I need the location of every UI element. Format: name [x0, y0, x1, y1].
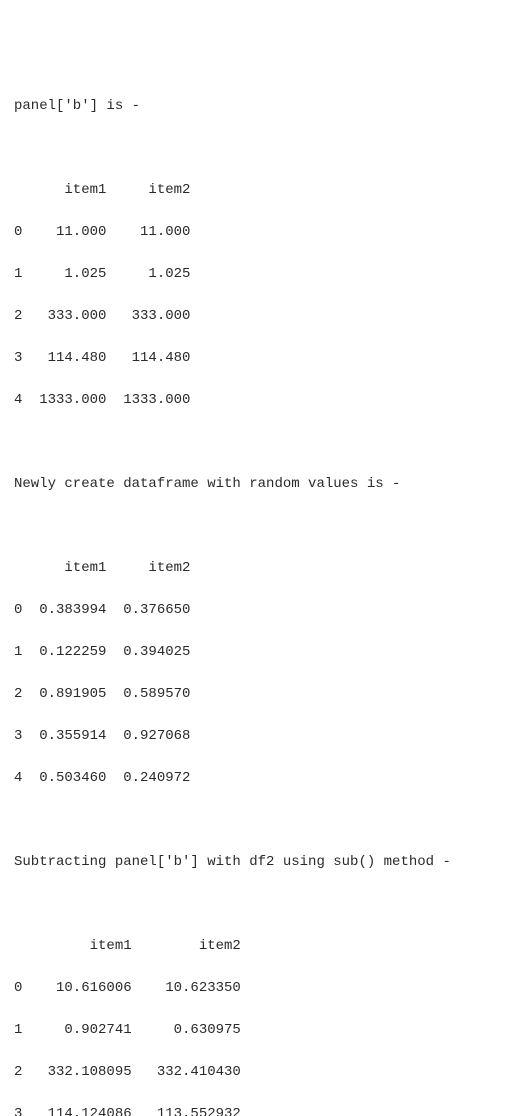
table-row: 0 11.000 11.000 — [14, 222, 517, 243]
table-row: 0 10.616006 10.623350 — [14, 978, 517, 999]
blank-line — [14, 138, 517, 159]
table-row: 4 0.503460 0.240972 — [14, 768, 517, 789]
block2-heading: Newly create dataframe with random value… — [14, 474, 517, 495]
table-row: 3 0.355914 0.927068 — [14, 726, 517, 747]
table-row: 2 0.891905 0.589570 — [14, 684, 517, 705]
blank-line — [14, 432, 517, 453]
table-row: 0 0.383994 0.376650 — [14, 600, 517, 621]
block3-col-header: item1 item2 — [14, 936, 517, 957]
block3-heading: Subtracting panel['b'] with df2 using su… — [14, 852, 517, 873]
block2-col-header: item1 item2 — [14, 558, 517, 579]
block1-heading: panel['b'] is - — [14, 96, 517, 117]
blank-line — [14, 894, 517, 915]
table-row: 1 0.122259 0.394025 — [14, 642, 517, 663]
blank-line — [14, 516, 517, 537]
table-row: 3 114.480 114.480 — [14, 348, 517, 369]
table-row: 2 333.000 333.000 — [14, 306, 517, 327]
table-row: 1 0.902741 0.630975 — [14, 1020, 517, 1041]
table-row: 3 114.124086 113.552932 — [14, 1104, 517, 1116]
table-row: 1 1.025 1.025 — [14, 264, 517, 285]
table-row: 4 1333.000 1333.000 — [14, 390, 517, 411]
block1-col-header: item1 item2 — [14, 180, 517, 201]
blank-line — [14, 810, 517, 831]
table-row: 2 332.108095 332.410430 — [14, 1062, 517, 1083]
